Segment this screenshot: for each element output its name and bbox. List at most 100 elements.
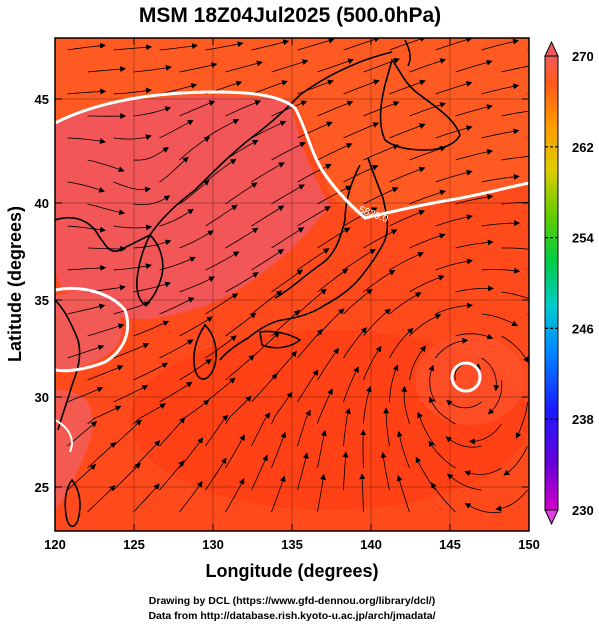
streamline: [435, 125, 473, 139]
coastline-honshu-west: [274, 164, 361, 299]
streamline: [409, 233, 446, 249]
colorbar-tick-label: 230: [572, 503, 594, 518]
streamline: [435, 214, 473, 227]
y-tick-label: 45: [35, 92, 49, 107]
streamline: [133, 106, 172, 117]
streamline: [159, 417, 186, 447]
streamline: [179, 276, 215, 293]
streamline: [87, 66, 127, 73]
streamline: [527, 49, 529, 51]
streamline: [380, 451, 390, 491]
streamline: [113, 134, 152, 141]
x-tick-label: 145: [439, 537, 461, 552]
streamline: [409, 58, 447, 73]
coastline-korea: [136, 233, 164, 306]
streamline: [409, 345, 427, 381]
streamline: [159, 339, 194, 359]
streamline: [481, 83, 520, 95]
streamline: [503, 445, 528, 476]
streamline: [133, 320, 170, 337]
streamline: [67, 225, 106, 233]
streamline: [389, 123, 426, 139]
contour-south-edge: [55, 419, 73, 453]
streamline: [343, 122, 380, 139]
x-tick-label: 130: [202, 537, 224, 552]
colorbar-gradient: [544, 55, 559, 511]
streamline: [67, 137, 106, 145]
y-tick-label: 30: [35, 390, 49, 405]
streamline: [501, 65, 529, 73]
streamline: [87, 365, 124, 381]
x-tick-label: 150: [518, 537, 540, 552]
streamline: [297, 409, 311, 447]
streamline: [205, 119, 240, 139]
streamline: [251, 290, 283, 315]
streamline: [67, 42, 106, 51]
streamline: [487, 379, 503, 415]
streamline: [317, 185, 352, 205]
chart-title: MSM 18Z04Jul2025 (500.0hPa): [139, 4, 441, 27]
streamline: [159, 297, 195, 315]
streamline: [363, 269, 396, 293]
streamline: [317, 227, 351, 249]
colorbar-tick-label: 270: [572, 49, 594, 64]
coastline-honshu: [219, 157, 389, 361]
x-tick-label: 125: [123, 537, 145, 552]
plot-area: 5820.0: [55, 38, 529, 531]
x-tick-label: 120: [44, 537, 66, 552]
streamline: [225, 60, 263, 73]
streamline: [389, 292, 422, 315]
streamline: [113, 419, 142, 447]
streamline: [113, 385, 149, 403]
streamline: [133, 146, 169, 161]
streamline: [225, 395, 252, 425]
streamline: [225, 272, 259, 293]
streamline: [501, 110, 529, 117]
streamline: [455, 333, 494, 340]
streamline: [501, 156, 529, 161]
coastline-shikoku: [259, 330, 302, 349]
streamline: [430, 482, 456, 513]
streamline: [67, 264, 107, 271]
streamline: [445, 436, 482, 448]
streamline: [133, 64, 172, 73]
colorbar-ticks: 270 262 254 246 238 230: [545, 49, 594, 518]
streamline: [251, 373, 278, 403]
streamline: [455, 59, 493, 73]
streamline: [343, 38, 381, 51]
cool-pocket-far-south: [55, 390, 93, 510]
coastline-taiwan: [64, 478, 81, 528]
streamline: [205, 158, 237, 183]
streamline: [481, 128, 520, 139]
streamline: [251, 80, 288, 95]
streamline: [133, 239, 172, 249]
streamline: [67, 463, 97, 491]
streamline: [133, 483, 160, 513]
streamline: [495, 489, 528, 512]
warm-tint-north: [55, 38, 529, 218]
streamline: [271, 269, 304, 293]
streamline: [133, 281, 172, 293]
streamline: [317, 58, 355, 73]
streamline: [501, 201, 529, 205]
streamline: [133, 362, 169, 381]
streamline: [159, 119, 194, 139]
streamline: [297, 121, 333, 139]
streamline: [133, 195, 171, 206]
colorbar-min-arrow: [544, 509, 559, 526]
streamline: [317, 429, 327, 469]
streamline: [481, 38, 520, 51]
y-axis: 25 30 35 40 45: [35, 92, 529, 495]
streamline: [159, 43, 198, 51]
streamline: [468, 423, 502, 445]
streamline: [446, 473, 482, 491]
streamline: [481, 313, 518, 327]
streamline: [251, 331, 280, 359]
streamline: [363, 187, 399, 205]
streamline: [501, 247, 529, 250]
x-axis: 120 125 130 135 140 145 150: [44, 38, 540, 552]
streamline: [501, 291, 529, 300]
streamline: [515, 401, 528, 439]
streamline: [342, 451, 349, 491]
coastline-sakhalin: [404, 39, 411, 67]
